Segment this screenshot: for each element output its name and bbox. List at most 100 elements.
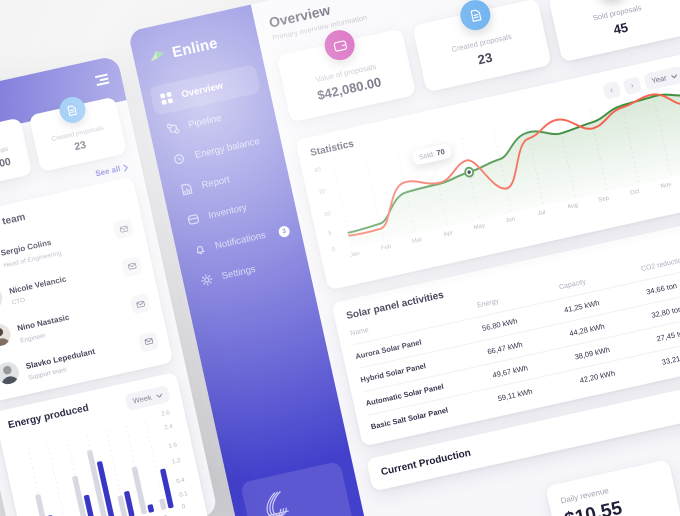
y-tick: 40 — [313, 167, 322, 175]
x-tick: Aug — [566, 202, 579, 211]
x-tick: Apr — [443, 230, 454, 239]
sidebar-item-inventory[interactable]: Inventory — [176, 185, 288, 237]
sidebar-item-settings[interactable]: Settings — [190, 246, 302, 298]
bell-icon — [192, 242, 208, 258]
y-tick: 1.6 — [168, 442, 178, 451]
statistics-chart: 40 20 10 5 0 — [313, 84, 680, 268]
sidebar-item-notifications[interactable]: Notifications 3 — [183, 215, 295, 267]
x-tick: May — [473, 223, 486, 232]
pipeline-icon — [166, 121, 182, 137]
chevron-right-icon[interactable]: › — [622, 75, 642, 95]
x-tick: Feb — [380, 243, 392, 252]
energy-produced-chart: 2.6 2.4 1.6 1.2 0.4 0.1 0 M T W T — [13, 409, 197, 516]
kpi-card-created-proposals[interactable]: Created proposals 23 — [412, 0, 552, 93]
x-tick: Oct — [629, 188, 641, 197]
report-icon — [179, 181, 195, 197]
notifications-badge: 3 — [277, 224, 291, 238]
document-icon — [56, 94, 88, 126]
tree-rings-icon — [266, 490, 289, 516]
list-item[interactable]: Nicole Velancic CTO — [0, 246, 145, 319]
sidebar-item-overview[interactable]: Overview — [149, 63, 261, 116]
y-tick: 2.6 — [160, 410, 171, 418]
main-content: Overview Primary overview information Va… — [251, 0, 680, 516]
kpi-card-value-of-proposals[interactable]: Value of proposals $42,080.00 — [276, 27, 417, 123]
leaf-logo-icon — [147, 47, 167, 65]
sidebar-nav: Overview Pipeline Energy balance — [140, 62, 310, 299]
sidebar-item-pipeline[interactable]: Pipeline — [156, 94, 268, 146]
x-tick: Mar — [411, 236, 423, 246]
mobile-kpi-card-value-of-proposals[interactable]: Value of proposals $42,080.00 — [0, 117, 32, 194]
y-tick: 1.2 — [171, 457, 182, 466]
kpi-card-sold-proposals[interactable]: Sold proposals 45 — [547, 0, 680, 63]
kpi-row: Value of proposals $42,080.00 Created pr… — [276, 0, 680, 123]
mail-icon[interactable] — [112, 218, 135, 240]
sidebar-item-label: Overview — [180, 80, 225, 101]
grid-icon — [159, 91, 175, 107]
avatar — [0, 284, 5, 311]
sidebar-item-label: Notifications — [214, 229, 267, 252]
sidebar-item-label: Pipeline — [187, 112, 223, 131]
range-select-label: Week — [131, 392, 153, 406]
y-tick: 20 — [318, 189, 327, 197]
inventory-icon — [186, 212, 202, 228]
statistics-title: Statistics — [309, 138, 356, 159]
y-tick: 10 — [323, 210, 332, 219]
range-select-week[interactable]: Week — [124, 384, 171, 412]
money-icon — [593, 0, 629, 3]
mobile-see-all-link[interactable]: See all — [0, 162, 129, 211]
list-item[interactable]: Nino Nastasic Engineer — [0, 283, 153, 356]
statistics-plot — [333, 89, 680, 249]
mail-icon[interactable] — [137, 330, 160, 353]
list-item[interactable]: Sergio Colins Head of Engineering — [0, 208, 136, 281]
chevron-left-icon[interactable]: ‹ — [602, 80, 622, 100]
sidebar-item-label: Inventory — [207, 202, 248, 222]
x-tick: Jul — [537, 209, 546, 218]
sidebar-item-label: Energy balance — [193, 135, 261, 161]
brand: Enline — [131, 20, 259, 70]
x-tick: Nov — [660, 181, 672, 190]
avatar — [0, 359, 22, 387]
range-select-label: Year — [650, 73, 668, 86]
chevron-down-icon — [156, 393, 162, 398]
energy-produced-plot — [27, 421, 174, 516]
sidebar: Enline Overview Pipeline — [127, 4, 381, 516]
range-select-year[interactable]: Year — [642, 65, 680, 91]
list-item[interactable]: Slavko Lepedulant Support team — [0, 321, 161, 394]
energy-icon — [172, 151, 188, 167]
chevron-down-icon — [671, 73, 677, 78]
desktop-dashboard: Enline Overview Pipeline — [127, 0, 680, 516]
energy-produced-header: Energy produced Week — [7, 384, 171, 437]
chart-tooltip-label: Sold: — [418, 151, 436, 162]
chevron-right-icon — [122, 164, 128, 172]
document-icon — [457, 0, 494, 33]
sun-icon — [199, 272, 215, 288]
energy-produced-card: Energy produced Week — [0, 371, 209, 516]
hamburger-icon[interactable] — [94, 73, 110, 87]
y-tick: 5 — [327, 230, 333, 237]
sidebar-item-label: Report — [200, 174, 231, 192]
sidebar-item-energy-balance[interactable]: Energy balance — [163, 125, 275, 177]
statistics-card: Statistics ‹ › Year 40 — [295, 52, 680, 291]
avatar — [0, 322, 13, 349]
y-tick: 0.4 — [175, 477, 186, 485]
mail-icon[interactable] — [121, 255, 143, 278]
mail-icon[interactable] — [129, 293, 151, 315]
y-tick: 0 — [331, 246, 336, 254]
mobile-dashboard: Enline Value of proposals $42,080.00 — [0, 55, 219, 516]
y-tick: 0.1 — [178, 491, 189, 500]
x-tick: Jan — [349, 250, 361, 259]
statistics-controls: ‹ › Year — [602, 65, 680, 100]
y-tick: 2.4 — [163, 423, 174, 432]
sidebar-item-report[interactable]: Report — [169, 155, 281, 207]
see-all-label: See all — [94, 164, 122, 179]
y-tick: 0 — [181, 504, 187, 511]
mobile-kpi-card-created-proposals[interactable]: Created proposals 23 — [28, 94, 128, 173]
service-team-card: Service team Sergio Colins Head of Engin… — [0, 176, 174, 403]
statistics-header: Statistics ‹ › Year — [309, 65, 680, 165]
energy-produced-title: Energy produced — [7, 402, 90, 432]
saved-trees-widget: 5,420 total saved trees — [240, 461, 365, 516]
mobile-body: Value of proposals $42,080.00 Created pr… — [0, 94, 218, 516]
sidebar-item-label: Settings — [220, 263, 257, 282]
x-tick: Jun — [505, 216, 516, 225]
